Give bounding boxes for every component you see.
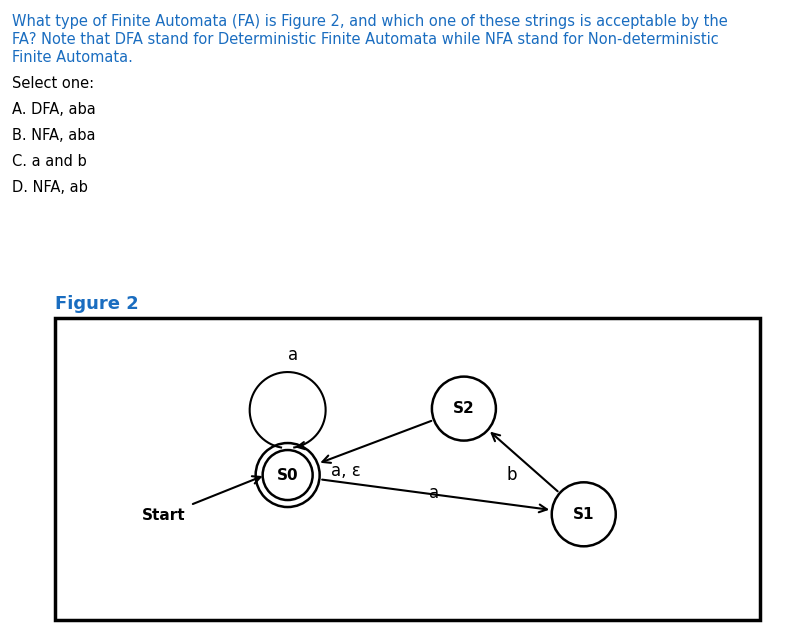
Text: a: a <box>429 484 439 502</box>
Text: Select one:: Select one: <box>12 76 94 91</box>
Text: C. a and b: C. a and b <box>12 154 87 169</box>
Text: Start: Start <box>142 508 185 523</box>
Text: a, ε: a, ε <box>331 462 361 480</box>
Text: S1: S1 <box>573 507 595 522</box>
Text: D. NFA, ab: D. NFA, ab <box>12 180 88 195</box>
Text: a: a <box>288 346 297 364</box>
Text: FA? Note that DFA stand for Deterministic Finite Automata while NFA stand for No: FA? Note that DFA stand for Deterministi… <box>12 32 719 47</box>
Text: What type of Finite Automata (FA) is Figure 2, and which one of these strings is: What type of Finite Automata (FA) is Fig… <box>12 14 728 29</box>
Text: Figure 2: Figure 2 <box>55 295 138 313</box>
Text: S2: S2 <box>453 401 475 416</box>
Text: S0: S0 <box>277 468 298 482</box>
Bar <box>55 318 760 620</box>
Text: b: b <box>507 466 517 484</box>
Text: A. DFA, aba: A. DFA, aba <box>12 102 96 117</box>
Text: B. NFA, aba: B. NFA, aba <box>12 128 96 143</box>
Text: Finite Automata.: Finite Automata. <box>12 50 133 65</box>
